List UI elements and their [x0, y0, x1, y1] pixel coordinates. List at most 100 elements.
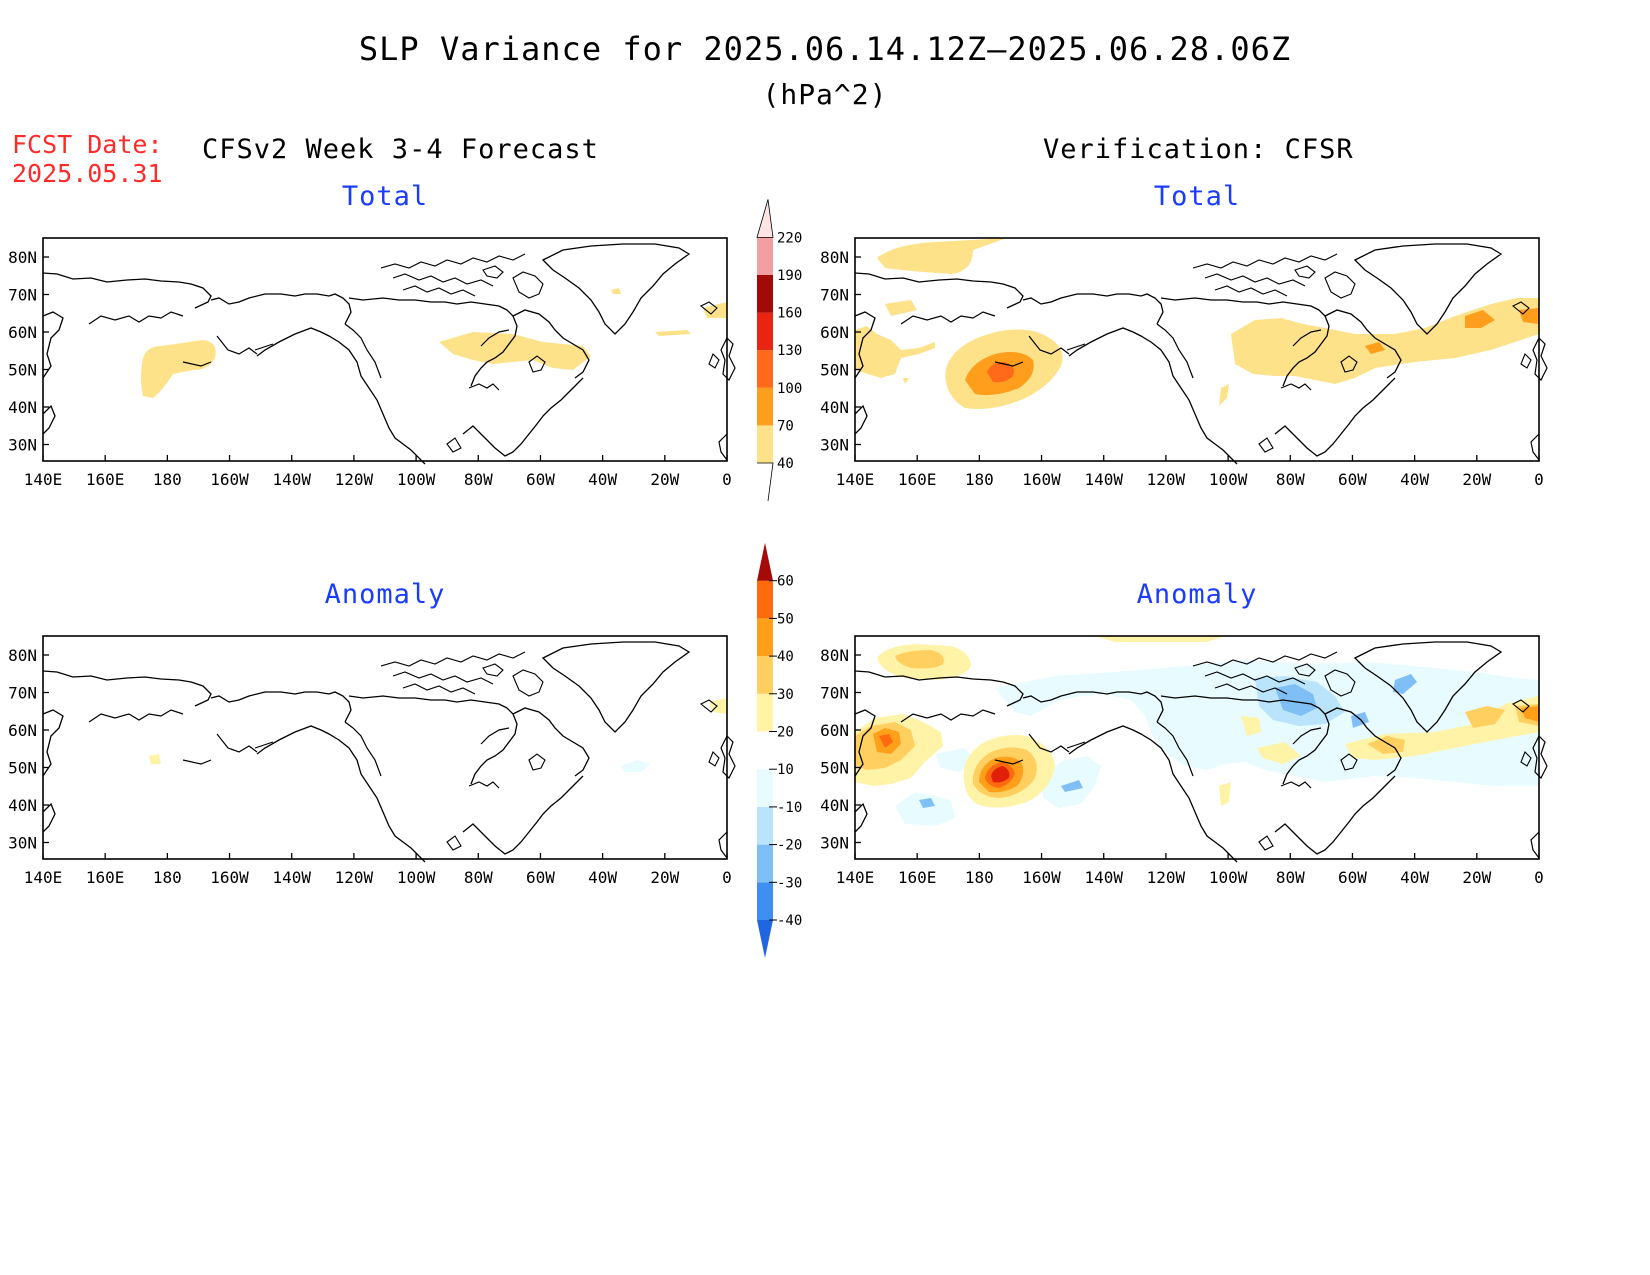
lon-tick-label: 40W [588, 470, 617, 489]
map-frame [854, 237, 1540, 462]
vf-total-contour-atlantic [1231, 298, 1539, 384]
lon-tick-label: 100W [1209, 868, 1248, 887]
lon-tick-label: 160W [210, 470, 249, 489]
colorbar-swatch [757, 806, 773, 845]
lon-tick-label: 180 [965, 868, 994, 887]
colorbar-label: 130 [777, 343, 802, 359]
vf-anom-neg-pacific [895, 748, 1101, 826]
colorbar-label: 190 [777, 268, 802, 284]
lat-tick-label: 80N [820, 646, 849, 665]
vf-anom-pos-arctic [877, 636, 1225, 680]
fc-total-subtitle: Total [341, 181, 429, 212]
colorbar-label: 30 [777, 687, 794, 703]
lat-tick-label: 80N [8, 248, 37, 267]
lon-tick-label: 20W [650, 868, 679, 887]
vf-anom-map [854, 635, 1548, 863]
lon-tick-label: 160E [86, 868, 125, 887]
lon-tick-label: 140E [24, 470, 63, 489]
map-frame [42, 237, 728, 462]
lat-tick-label: 40N [8, 796, 37, 815]
lat-tick-label: 30N [820, 834, 849, 853]
colorbar-swatch [757, 237, 773, 275]
lon-tick-label: 0 [722, 470, 732, 489]
lat-tick-label: 30N [8, 436, 37, 455]
lat-tick-label: 80N [8, 646, 37, 665]
lon-tick-label: 20W [650, 470, 679, 489]
colorbar-label: 220 [777, 230, 802, 246]
lon-tick-label: 160E [86, 470, 125, 489]
colorbar-label: -10 [777, 800, 802, 816]
colorbar-top-arrow [757, 542, 773, 581]
figure-title: SLP Variance for 2025.06.14.12Z–2025.06.… [358, 30, 1292, 68]
lon-tick-label: 80W [464, 868, 493, 887]
colorbar-swatch [757, 350, 773, 388]
lon-tick-label: 160W [1022, 470, 1061, 489]
colorbar-swatch [757, 656, 773, 694]
lat-tick-label: 60N [8, 323, 37, 342]
fcst-date-label: FCST Date: [12, 130, 163, 159]
lon-tick-label: 160W [1022, 868, 1061, 887]
lat-tick-label: 60N [820, 721, 849, 740]
units-label: (hPa^2) [762, 78, 888, 111]
colorbar-swatch [757, 618, 773, 657]
fc-anom-subtitle: Anomaly [324, 579, 446, 610]
lat-tick-label: 70N [8, 286, 37, 305]
lon-tick-label: 180 [153, 868, 182, 887]
lon-tick-label: 160E [898, 470, 937, 489]
vf-anom-pos-atlantic-mid [1367, 704, 1539, 754]
lon-tick-label: 20W [1462, 470, 1491, 489]
colorbar-swatch [757, 425, 773, 463]
lon-tick-label: 120W [335, 868, 374, 887]
lon-tick-label: 0 [1534, 868, 1544, 887]
lon-tick-label: 140W [1084, 868, 1123, 887]
colorbar-bottom-arrow [757, 462, 774, 502]
vf-total-contour-bits [1219, 384, 1229, 406]
colorbar-label: -30 [777, 875, 802, 891]
lon-tick-label: 180 [965, 470, 994, 489]
lat-tick-label: 50N [820, 361, 849, 380]
lat-tick-label: 40N [820, 398, 849, 417]
colorbar-swatch [757, 844, 773, 883]
lat-tick-label: 50N [8, 361, 37, 380]
colorbar-label: 20 [777, 725, 794, 741]
vf-anom-pos-pacific-red [991, 766, 1010, 783]
lat-tick-label: 70N [820, 286, 849, 305]
vf-anom-pos-canada [1219, 716, 1301, 806]
vf-total-contour-arctic [877, 238, 1007, 274]
colorbar-label: 40 [777, 649, 794, 665]
lat-tick-label: 30N [8, 834, 37, 853]
right-column-header: Verification: CFSR [1043, 134, 1354, 165]
lon-tick-label: 100W [397, 868, 436, 887]
colorbar-label: 100 [777, 381, 802, 397]
colorbar-swatch [757, 882, 773, 920]
vf-anom-subtitle: Anomaly [1136, 579, 1258, 610]
vf-total-contour-asia2 [885, 300, 917, 384]
vf-anom-pos-asia-red [879, 734, 893, 748]
colorbar-label: -20 [777, 838, 802, 854]
lon-tick-label: 100W [1209, 470, 1248, 489]
colorbar-swatch [757, 769, 773, 807]
lat-tick-label: 30N [820, 436, 849, 455]
vf-total-contour-pacific-core [987, 362, 1014, 383]
lat-tick-label: 70N [8, 684, 37, 703]
lon-tick-label: 140E [24, 868, 63, 887]
lat-tick-label: 60N [820, 323, 849, 342]
lat-tick-label: 60N [8, 721, 37, 740]
lon-tick-label: 160W [210, 868, 249, 887]
colorbar-swatch [757, 580, 773, 619]
lon-tick-label: 120W [1147, 868, 1186, 887]
colorbar-total: 40 70 100 130 160 190 220 [756, 199, 802, 502]
lon-tick-label: 40W [1400, 470, 1429, 489]
colorbar-label: -40 [777, 913, 802, 929]
lon-tick-label: 140W [272, 868, 311, 887]
lon-tick-label: 80W [1276, 470, 1305, 489]
colorbar-swatch [757, 731, 773, 770]
lon-tick-label: 60W [526, 868, 555, 887]
lon-tick-label: 20W [1462, 868, 1491, 887]
lat-tick-label: 40N [820, 796, 849, 815]
colorbar-swatch [757, 693, 773, 732]
vf-anom-neg-canada-core [1275, 684, 1317, 716]
lon-tick-label: 40W [1400, 868, 1429, 887]
fc-total-contour-atlantic [611, 288, 727, 336]
